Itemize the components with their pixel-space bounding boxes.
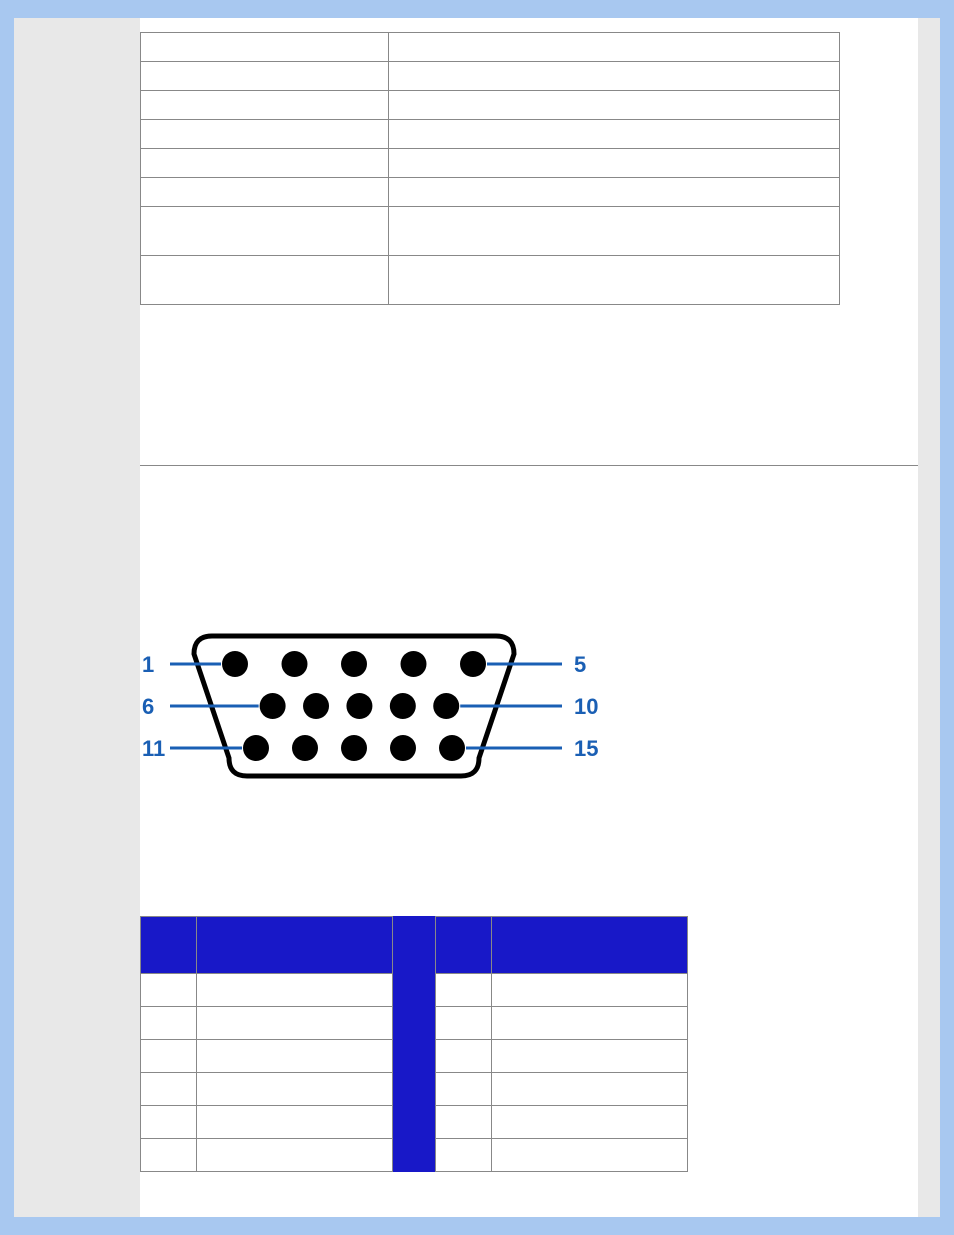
table-cell bbox=[141, 1040, 197, 1073]
vga-svg: 156101115 bbox=[140, 616, 604, 796]
table-cell bbox=[141, 256, 389, 305]
table-cell bbox=[197, 974, 393, 1007]
svg-text:15: 15 bbox=[574, 736, 598, 761]
pin-th bbox=[436, 917, 492, 974]
table-cell bbox=[388, 91, 839, 120]
pin-table-right bbox=[435, 916, 688, 1172]
table-row bbox=[141, 91, 840, 120]
table-cell bbox=[388, 120, 839, 149]
table-row bbox=[436, 1106, 688, 1139]
table-cell bbox=[141, 207, 389, 256]
pin-table-left bbox=[140, 916, 393, 1172]
table-row bbox=[141, 1040, 393, 1073]
pin-th bbox=[492, 917, 688, 974]
table-cell bbox=[197, 1106, 393, 1139]
table-row bbox=[141, 178, 840, 207]
table-cell bbox=[197, 1073, 393, 1106]
table-cell bbox=[492, 1007, 688, 1040]
table-cell bbox=[492, 1073, 688, 1106]
table-cell bbox=[141, 974, 197, 1007]
table-cell bbox=[197, 1007, 393, 1040]
table-cell bbox=[492, 974, 688, 1007]
table-cell bbox=[388, 149, 839, 178]
table-row bbox=[141, 149, 840, 178]
table-cell bbox=[141, 33, 389, 62]
svg-text:10: 10 bbox=[574, 694, 598, 719]
pin-th bbox=[197, 917, 393, 974]
table-cell bbox=[197, 1139, 393, 1172]
table-cell bbox=[141, 62, 389, 91]
table-cell bbox=[141, 178, 389, 207]
table-cell bbox=[492, 1040, 688, 1073]
table-row bbox=[436, 1040, 688, 1073]
table-row bbox=[141, 256, 840, 305]
table-cell bbox=[436, 1106, 492, 1139]
table-cell bbox=[492, 1139, 688, 1172]
inner-panel: 156101115 bbox=[20, 18, 934, 1217]
table-gap bbox=[393, 916, 435, 1172]
table-cell bbox=[436, 974, 492, 1007]
table-cell bbox=[141, 91, 389, 120]
table-row bbox=[141, 1073, 393, 1106]
table-cell bbox=[492, 1106, 688, 1139]
table-cell bbox=[436, 1073, 492, 1106]
table-row bbox=[141, 1007, 393, 1040]
table-row bbox=[141, 974, 393, 1007]
table-row bbox=[436, 1073, 688, 1106]
table-cell bbox=[141, 1007, 197, 1040]
table-cell bbox=[388, 256, 839, 305]
pin-tables bbox=[140, 916, 918, 1172]
table-row bbox=[141, 207, 840, 256]
table-row bbox=[141, 120, 840, 149]
table-cell bbox=[141, 120, 389, 149]
svg-text:5: 5 bbox=[574, 652, 586, 677]
table-row bbox=[141, 33, 840, 62]
table-row bbox=[436, 1007, 688, 1040]
table-cell bbox=[141, 1106, 197, 1139]
table-cell bbox=[388, 62, 839, 91]
table-cell bbox=[141, 149, 389, 178]
table-row bbox=[141, 1139, 393, 1172]
section-divider bbox=[140, 465, 918, 466]
vga-connector-diagram: 156101115 bbox=[140, 616, 918, 796]
table-cell bbox=[388, 207, 839, 256]
table-cell bbox=[141, 1139, 197, 1172]
table-row bbox=[141, 1106, 393, 1139]
svg-text:11: 11 bbox=[142, 736, 165, 761]
table-cell bbox=[436, 1040, 492, 1073]
table-cell bbox=[388, 178, 839, 207]
spec-table bbox=[140, 32, 840, 305]
table-cell bbox=[141, 1073, 197, 1106]
table-cell bbox=[388, 33, 839, 62]
table-cell bbox=[436, 1139, 492, 1172]
svg-text:1: 1 bbox=[142, 652, 154, 677]
page-panel: 156101115 bbox=[14, 18, 940, 1217]
table-row bbox=[436, 1139, 688, 1172]
table-cell bbox=[197, 1040, 393, 1073]
table-cell bbox=[436, 1007, 492, 1040]
content-area: 156101115 bbox=[140, 18, 918, 1217]
pin-th bbox=[141, 917, 197, 974]
outer-frame: 156101115 bbox=[0, 0, 954, 1235]
svg-text:6: 6 bbox=[142, 694, 154, 719]
table-row bbox=[141, 62, 840, 91]
table-row bbox=[436, 974, 688, 1007]
